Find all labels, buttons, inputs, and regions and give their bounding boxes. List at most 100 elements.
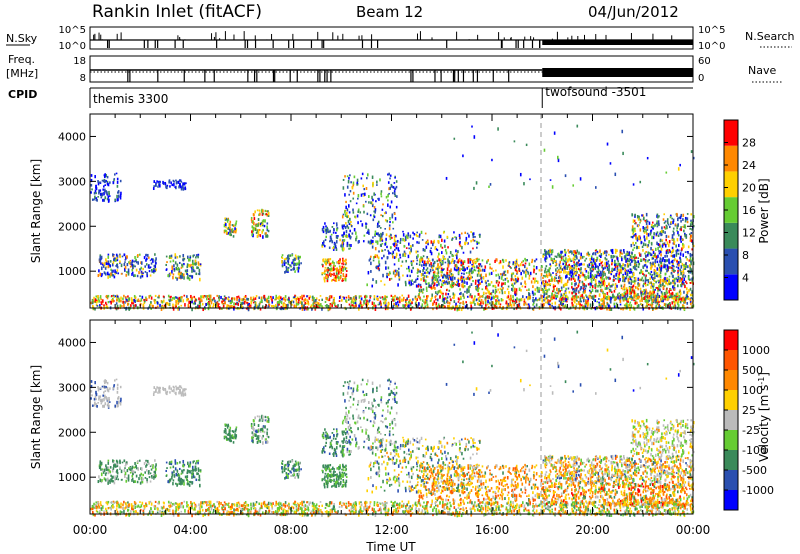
power-echo — [292, 300, 295, 304]
power-echo — [533, 280, 536, 284]
power-echo — [617, 262, 619, 266]
power-echo — [523, 300, 526, 303]
power-echo — [679, 284, 682, 287]
power-echo — [448, 276, 451, 279]
power-echo — [259, 301, 262, 303]
power-echo — [325, 296, 327, 300]
power-echo — [692, 225, 695, 228]
power-echo — [404, 238, 406, 242]
power-echo — [413, 281, 416, 284]
power-echo — [101, 179, 104, 182]
power-echo — [423, 263, 425, 267]
power-echo — [627, 259, 629, 262]
power-echo — [244, 294, 247, 298]
power-echo — [439, 289, 442, 294]
power-echo — [560, 280, 563, 284]
power-echo — [647, 292, 649, 295]
power-echo — [276, 305, 278, 308]
power-echo — [575, 261, 578, 265]
power-echo — [469, 301, 472, 304]
power-echo — [459, 292, 461, 295]
power-echo — [208, 294, 211, 298]
power-echo — [374, 304, 377, 307]
power-echo — [606, 307, 608, 311]
power-echo — [575, 288, 578, 292]
power-echo — [655, 280, 657, 284]
power-echo — [394, 274, 397, 278]
power-echo — [490, 304, 493, 307]
power-echo — [421, 299, 424, 302]
power-echo — [145, 253, 147, 256]
power-echo — [512, 298, 515, 302]
power-echo — [488, 295, 491, 299]
power-echo — [364, 192, 366, 196]
power-echo — [391, 252, 394, 256]
power-echo — [590, 282, 593, 287]
power-echo — [629, 270, 632, 273]
power-echo — [494, 291, 497, 295]
power-echo — [392, 271, 395, 275]
power-echo — [252, 301, 255, 304]
power-echo — [241, 302, 244, 305]
power-echo — [197, 255, 199, 259]
power-echo — [683, 282, 685, 285]
power-echo — [254, 301, 257, 305]
power-echo — [134, 255, 136, 259]
power-echo — [123, 303, 125, 308]
power-echo — [435, 298, 437, 301]
power-echo — [512, 284, 514, 288]
power-echo — [436, 278, 439, 282]
power-echo — [457, 277, 460, 280]
power-echo — [197, 253, 200, 256]
power-echo — [131, 272, 133, 276]
power-echo — [640, 303, 643, 306]
power-echo — [538, 287, 540, 291]
power-echo — [204, 307, 206, 311]
power-echo — [170, 181, 172, 185]
power-echo — [119, 254, 121, 259]
power-echo — [471, 295, 473, 299]
power-echo — [554, 294, 556, 297]
power-echo — [653, 279, 656, 282]
power-echo — [132, 264, 135, 268]
power-echo — [574, 280, 576, 283]
power-echo — [460, 302, 462, 304]
power-echo — [592, 278, 595, 281]
power-echo — [442, 255, 444, 259]
power-echo — [245, 307, 248, 310]
power-echo — [653, 271, 656, 276]
power-echo — [635, 297, 637, 300]
power-echo — [571, 266, 573, 269]
power-echo — [686, 291, 689, 295]
power-echo — [146, 253, 149, 257]
power-echo — [440, 263, 443, 266]
power-echo — [390, 294, 393, 297]
power-echo — [674, 282, 676, 285]
power-echo — [169, 298, 172, 302]
power-echo — [625, 291, 628, 293]
power-echo — [679, 292, 682, 296]
power-echo — [267, 305, 270, 308]
power-echo — [346, 211, 348, 215]
power-echo — [645, 212, 648, 217]
power-echo — [532, 299, 534, 302]
power-echo — [572, 296, 574, 300]
power-echo — [627, 277, 630, 282]
power-echo — [123, 267, 126, 271]
power-echo — [192, 268, 195, 273]
power-echo — [515, 278, 517, 281]
power-echo — [180, 180, 183, 183]
power-echo — [540, 281, 543, 285]
power-echo — [284, 295, 287, 298]
power-echo — [451, 276, 454, 280]
power-echo — [513, 300, 516, 303]
power-echo — [440, 286, 443, 289]
power-echo — [652, 226, 654, 230]
power-echo — [284, 298, 287, 302]
power-echo — [102, 185, 105, 188]
power-echo — [416, 235, 419, 238]
power-echo — [648, 251, 651, 255]
power-echo — [641, 270, 644, 274]
power-echo — [512, 272, 515, 275]
power-echo — [451, 238, 453, 241]
